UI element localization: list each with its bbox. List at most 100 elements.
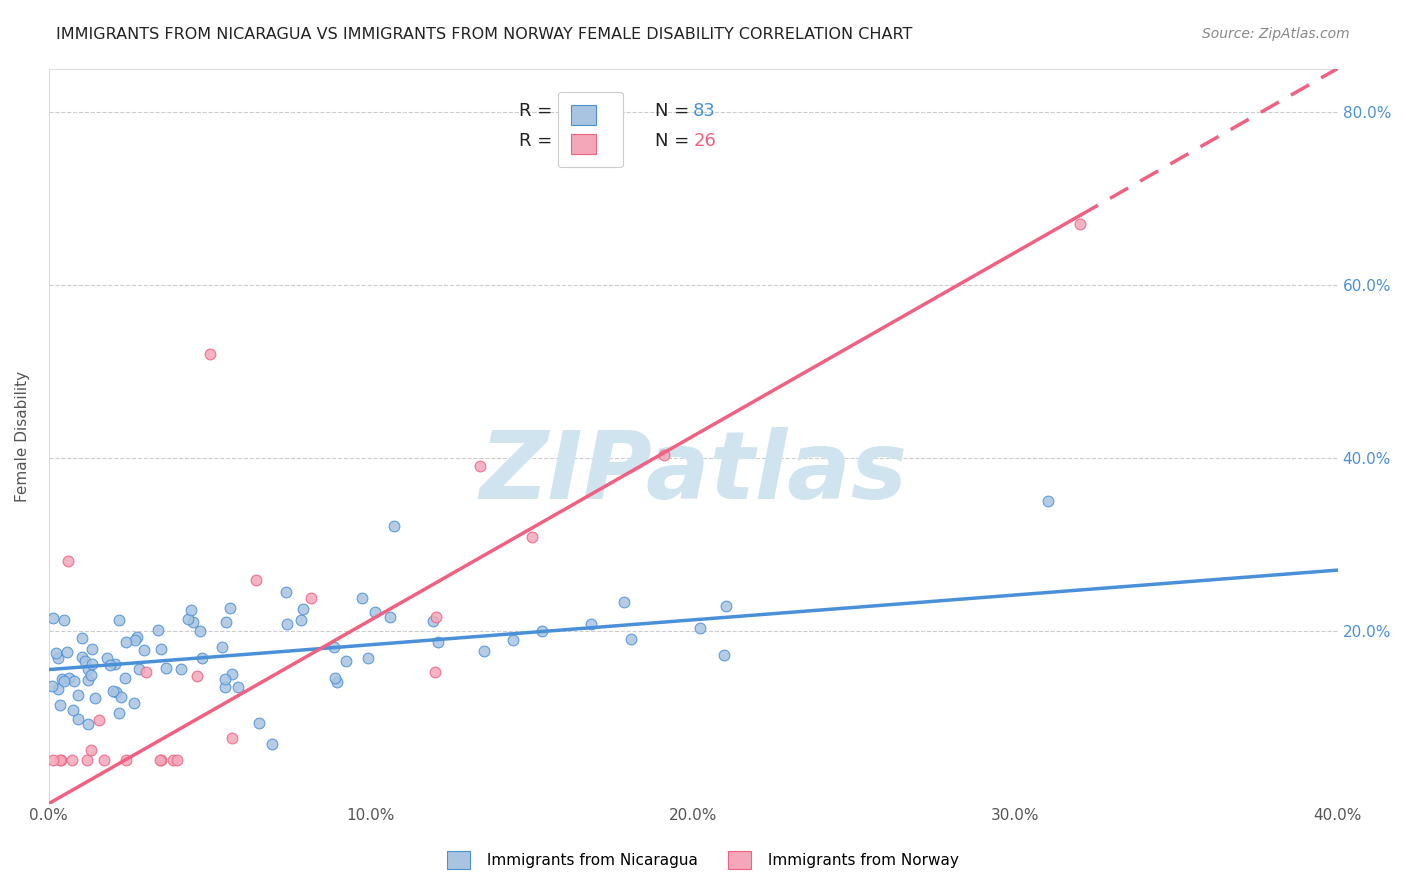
Point xyxy=(70,649,93,664)
Point xyxy=(55,645,77,659)
Point xyxy=(613,595,636,609)
Point xyxy=(190,651,212,665)
Point xyxy=(214,680,236,694)
Text: N =: N = xyxy=(655,132,695,150)
Point xyxy=(214,672,236,686)
Point xyxy=(63,674,86,689)
Point xyxy=(472,644,495,658)
Point xyxy=(426,635,449,649)
Point xyxy=(52,674,75,689)
Text: 26: 26 xyxy=(693,132,716,150)
Point xyxy=(122,696,145,710)
Point xyxy=(364,606,387,620)
Point xyxy=(502,632,524,647)
Point xyxy=(41,679,63,693)
Point xyxy=(83,690,105,705)
Point xyxy=(260,737,283,751)
Point xyxy=(326,674,349,689)
Point xyxy=(292,602,315,616)
Point xyxy=(132,643,155,657)
Point xyxy=(49,698,72,712)
Point xyxy=(108,706,131,721)
Point xyxy=(290,613,312,627)
Point xyxy=(114,671,136,685)
Point xyxy=(135,665,157,680)
Point xyxy=(520,531,543,545)
Point xyxy=(66,712,89,726)
Point xyxy=(48,753,70,767)
Point xyxy=(98,658,121,673)
Point xyxy=(530,624,553,639)
Point xyxy=(80,657,103,671)
Point xyxy=(149,753,172,767)
Point xyxy=(714,599,737,613)
Point xyxy=(713,648,735,662)
Point xyxy=(80,668,103,682)
Point xyxy=(425,610,447,624)
Point xyxy=(180,603,202,617)
Point xyxy=(299,591,322,606)
Point xyxy=(44,646,66,660)
Point xyxy=(1036,494,1059,508)
Point xyxy=(104,657,127,671)
Text: IMMIGRANTS FROM NICARAGUA VS IMMIGRANTS FROM NORWAY FEMALE DISABILITY CORRELATIO: IMMIGRANTS FROM NICARAGUA VS IMMIGRANTS … xyxy=(56,27,912,42)
Y-axis label: Female Disability: Female Disability xyxy=(15,370,30,501)
Point xyxy=(149,753,172,767)
Legend:  Immigrants from Nicaragua,  Immigrants from Norway: Immigrants from Nicaragua, Immigrants fr… xyxy=(440,845,966,875)
Text: Source: ZipAtlas.com: Source: ZipAtlas.com xyxy=(1202,27,1350,41)
Point xyxy=(115,635,138,649)
Point xyxy=(188,624,211,639)
Point xyxy=(110,690,132,704)
Point xyxy=(128,662,150,676)
Point xyxy=(350,591,373,605)
Point xyxy=(80,743,103,757)
Point xyxy=(335,654,357,668)
Text: 0.349: 0.349 xyxy=(571,103,623,120)
Point xyxy=(689,621,711,635)
Point xyxy=(93,753,115,767)
Point xyxy=(108,613,131,627)
Point xyxy=(125,630,148,644)
Point xyxy=(382,519,405,533)
Point xyxy=(422,615,444,629)
Point xyxy=(177,612,200,626)
Point xyxy=(77,717,100,731)
Point xyxy=(77,662,100,676)
Text: N =: N = xyxy=(655,103,695,120)
Point xyxy=(276,616,298,631)
Point xyxy=(247,716,270,731)
Point xyxy=(423,665,446,679)
Point xyxy=(378,609,401,624)
Point xyxy=(56,554,79,568)
Point xyxy=(215,615,238,630)
Point xyxy=(58,671,80,685)
Point xyxy=(149,642,172,657)
Point xyxy=(652,448,675,462)
Text: R =: R = xyxy=(519,103,558,120)
Point xyxy=(67,688,90,702)
Point xyxy=(96,650,118,665)
Point xyxy=(101,684,124,698)
Point xyxy=(51,673,73,687)
Point xyxy=(218,601,240,615)
Point xyxy=(245,573,267,587)
Point xyxy=(221,731,243,745)
Point xyxy=(170,662,193,676)
Point xyxy=(104,684,127,698)
Point xyxy=(73,654,96,668)
Point xyxy=(155,661,177,675)
Point xyxy=(87,714,110,728)
Point xyxy=(579,617,602,632)
Point xyxy=(146,623,169,637)
Point xyxy=(357,650,380,665)
Point xyxy=(323,640,346,655)
Text: 83: 83 xyxy=(693,103,716,120)
Point xyxy=(323,671,346,685)
Legend: , : , xyxy=(558,92,623,167)
Point xyxy=(80,641,103,656)
Point xyxy=(46,651,69,665)
Text: ZIPatlas: ZIPatlas xyxy=(479,427,907,519)
Point xyxy=(274,585,297,599)
Point xyxy=(186,668,208,682)
Point xyxy=(42,753,65,767)
